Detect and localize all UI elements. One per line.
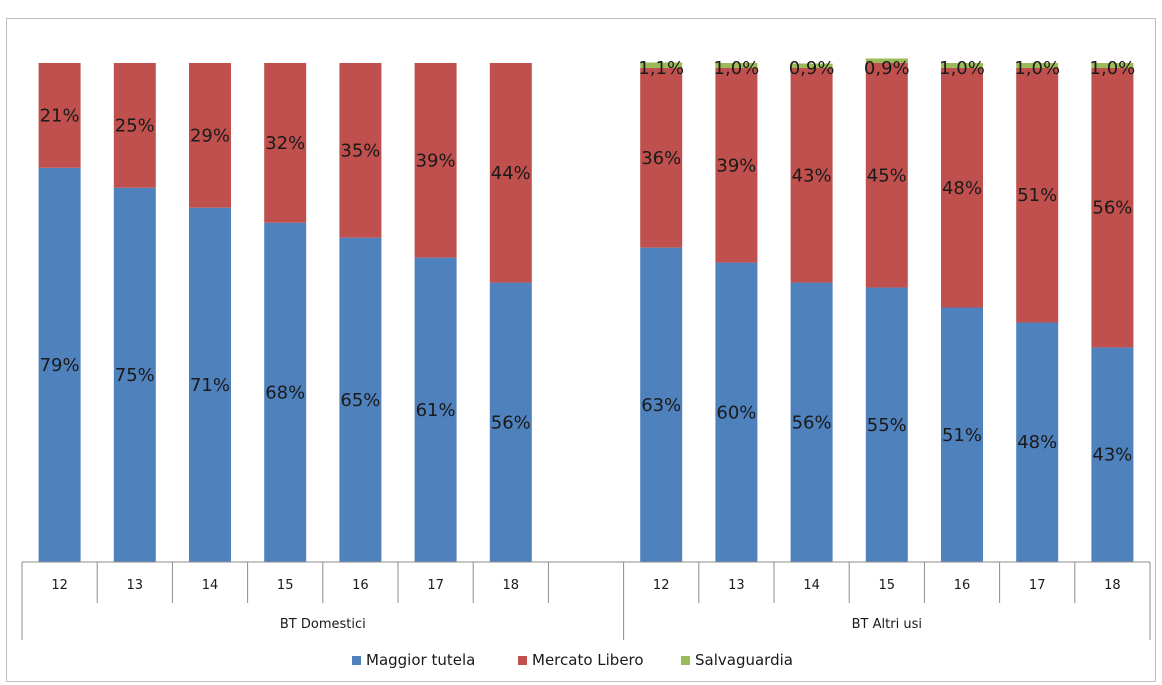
bar-maggior-tutela-g0-16 <box>339 237 382 562</box>
bar-mercato-libero-g1-15 <box>865 63 908 288</box>
bar-salvaguardia-g1-15 <box>865 58 908 63</box>
group-label: BT Domestici <box>280 617 366 632</box>
data-label-maggior-tutela: 51% <box>942 425 982 446</box>
category-label: 12 <box>51 578 68 593</box>
legend-label-maggior-tutela: Maggior tutela <box>366 651 475 669</box>
bar-mercato-libero-g1-12 <box>640 67 683 248</box>
data-label-mercato-libero: 51% <box>1017 185 1057 206</box>
category-label: 17 <box>427 578 444 593</box>
bar-mercato-libero-g1-16 <box>941 67 983 308</box>
bar-mercato-libero-g0-15 <box>264 63 307 223</box>
bar-mercato-libero-g0-13 <box>113 63 156 188</box>
category-label: 14 <box>803 578 820 593</box>
category-label: 16 <box>352 578 369 593</box>
bar-mercato-libero-g0-14 <box>189 63 231 208</box>
category-label: 13 <box>728 578 745 593</box>
data-label-maggior-tutela: 63% <box>641 395 681 416</box>
data-label-maggior-tutela: 61% <box>416 400 456 421</box>
bar-mercato-libero-g0-17 <box>414 63 457 258</box>
bar-maggior-tutela-g0-15 <box>264 222 307 562</box>
data-label-salvaguardia: 1,0% <box>1090 58 1136 79</box>
bar-salvaguardia-g1-12 <box>640 62 683 68</box>
data-label-maggior-tutela: 75% <box>115 365 155 386</box>
bar-mercato-libero-g1-18 <box>1091 67 1134 348</box>
data-label-mercato-libero: 39% <box>716 155 756 176</box>
data-label-mercato-libero: 35% <box>340 140 380 161</box>
data-label-maggior-tutela: 48% <box>1017 432 1057 453</box>
data-label-maggior-tutela: 60% <box>716 402 756 423</box>
bar-maggior-tutela-g0-17 <box>414 257 457 562</box>
data-label-salvaguardia: 1,0% <box>939 58 985 79</box>
data-label-mercato-libero: 25% <box>115 115 155 136</box>
data-label-mercato-libero: 48% <box>942 178 982 199</box>
bar-mercato-libero-g1-14 <box>790 67 833 283</box>
group-label: BT Altri usi <box>852 617 922 632</box>
data-label-mercato-libero: 39% <box>416 150 456 171</box>
legend-swatch-salvaguardia <box>681 656 690 665</box>
category-label: 17 <box>1029 578 1046 593</box>
bar-salvaguardia-g1-13 <box>715 63 758 68</box>
bar-maggior-tutela-g0-13 <box>113 187 156 562</box>
data-label-maggior-tutela: 55% <box>867 415 907 436</box>
category-label: 18 <box>1104 578 1121 593</box>
legend-label-mercato-libero: Mercato Libero <box>532 651 644 669</box>
data-label-maggior-tutela: 71% <box>190 375 230 396</box>
data-label-maggior-tutela: 43% <box>1092 445 1132 466</box>
legend-swatch-mercato-libero <box>518 656 527 665</box>
bar-mercato-libero-g0-16 <box>339 63 382 238</box>
data-label-maggior-tutela: 79% <box>40 355 80 376</box>
bar-maggior-tutela-g1-17 <box>1016 322 1059 562</box>
category-label: 16 <box>954 578 971 593</box>
data-label-salvaguardia: 1,0% <box>714 58 760 79</box>
bar-maggior-tutela-g1-13 <box>715 262 758 562</box>
legend-swatch-maggior-tutela <box>352 656 361 665</box>
data-label-salvaguardia: 0,9% <box>864 58 910 79</box>
data-label-mercato-libero: 43% <box>792 165 832 186</box>
category-label: 14 <box>202 578 219 593</box>
category-label: 13 <box>127 578 144 593</box>
bar-mercato-libero-g1-17 <box>1016 67 1059 323</box>
data-label-maggior-tutela: 68% <box>265 382 305 403</box>
data-label-mercato-libero: 45% <box>867 165 907 186</box>
category-label: 12 <box>653 578 670 593</box>
data-label-maggior-tutela: 65% <box>340 390 380 411</box>
category-label: 15 <box>879 578 896 593</box>
bar-maggior-tutela-g0-18 <box>489 282 532 562</box>
data-label-maggior-tutela: 56% <box>792 412 832 433</box>
bar-salvaguardia-g1-17 <box>1016 63 1059 68</box>
data-label-mercato-libero: 36% <box>641 148 681 169</box>
chart-frame <box>6 18 1156 682</box>
bar-salvaguardia-g1-14 <box>790 63 833 68</box>
bar-salvaguardia-g1-16 <box>941 63 983 68</box>
bar-mercato-libero-g0-12 <box>38 63 81 168</box>
bar-maggior-tutela-g1-15 <box>865 287 908 562</box>
data-label-salvaguardia: 1,0% <box>1014 58 1060 79</box>
data-label-mercato-libero: 32% <box>265 133 305 154</box>
bar-maggior-tutela-g1-14 <box>790 282 833 562</box>
data-label-mercato-libero: 29% <box>190 125 230 146</box>
bar-maggior-tutela-g0-12 <box>38 167 81 563</box>
category-label: 18 <box>503 578 520 593</box>
bar-salvaguardia-g1-18 <box>1091 63 1134 68</box>
bar-maggior-tutela-g1-18 <box>1091 347 1134 562</box>
legend-label-salvaguardia: Salvaguardia <box>695 651 793 669</box>
data-label-salvaguardia: 1,1% <box>638 58 684 79</box>
bar-maggior-tutela-g1-16 <box>941 307 983 562</box>
bar-maggior-tutela-g0-14 <box>189 207 231 562</box>
bar-mercato-libero-g0-18 <box>489 63 532 283</box>
bar-maggior-tutela-g1-12 <box>640 247 683 562</box>
data-label-mercato-libero: 44% <box>491 163 531 184</box>
data-label-mercato-libero: 56% <box>1092 198 1132 219</box>
bar-mercato-libero-g1-13 <box>715 67 758 263</box>
data-label-salvaguardia: 0,9% <box>789 58 835 79</box>
data-label-mercato-libero: 21% <box>40 105 80 126</box>
category-label: 15 <box>277 578 294 593</box>
data-label-maggior-tutela: 56% <box>491 412 531 433</box>
